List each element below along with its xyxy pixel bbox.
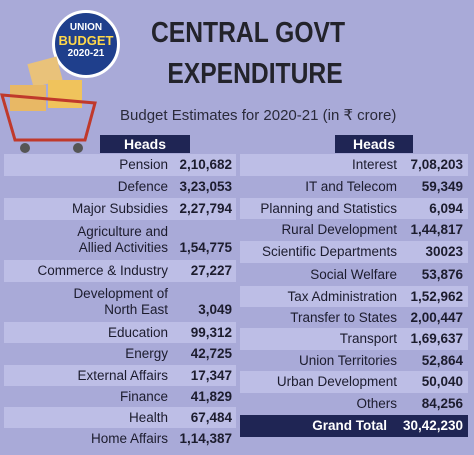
row-stripe bbox=[4, 407, 236, 428]
row-value: 84,256 bbox=[421, 396, 463, 411]
row-stripe bbox=[4, 322, 236, 343]
row-value: 52,864 bbox=[421, 352, 463, 368]
total-value: 30,42,230 bbox=[402, 418, 463, 433]
subtitle: Budget Estimates for 2020-21 (in ₹ crore… bbox=[120, 107, 397, 124]
row-value: 42,725 bbox=[190, 346, 232, 361]
row-label: Home Affairs bbox=[90, 431, 168, 446]
row-stripe bbox=[240, 328, 468, 350]
row-label: Health bbox=[128, 409, 168, 425]
row-label: Planning and Statistics bbox=[260, 200, 397, 216]
row-value: 50,040 bbox=[421, 374, 463, 389]
badge: UNION BUDGET 2020-21 bbox=[52, 10, 120, 78]
row-label: Social Welfare bbox=[310, 266, 397, 282]
row-label: Urban Development bbox=[276, 374, 397, 389]
column-heading: Heads bbox=[100, 135, 190, 153]
row-value: 2,00,447 bbox=[410, 309, 463, 325]
row-label: Union Territories bbox=[298, 352, 397, 368]
row-value: 30023 bbox=[425, 244, 463, 259]
row-stripe bbox=[240, 198, 468, 219]
row-label: External Affairs bbox=[77, 367, 168, 383]
row-stripe bbox=[240, 371, 468, 393]
row-label: Transport bbox=[339, 331, 397, 346]
row-label: Development of bbox=[73, 286, 168, 301]
row-value: 53,876 bbox=[421, 266, 463, 282]
row-stripe bbox=[240, 286, 468, 307]
badge-text: 2020-21 bbox=[67, 48, 105, 59]
row-label: Pension bbox=[119, 157, 168, 172]
row-label: North East bbox=[104, 302, 168, 317]
row-stripe bbox=[4, 198, 236, 220]
row-label: Commerce & Industry bbox=[37, 263, 168, 278]
row-stripe bbox=[240, 241, 468, 263]
row-label: Allied Activities bbox=[78, 240, 168, 255]
title: EXPENDITURE bbox=[167, 58, 343, 90]
row-value: 1,44,817 bbox=[410, 222, 463, 237]
row-stripe bbox=[4, 260, 236, 282]
row-stripe bbox=[4, 154, 236, 176]
column-heading: Heads bbox=[335, 135, 413, 153]
row-value: 6,094 bbox=[429, 200, 463, 216]
row-label: IT and Telecom bbox=[305, 179, 397, 194]
row-value: 41,829 bbox=[190, 388, 232, 404]
row-label: Transfer to States bbox=[290, 309, 397, 325]
row-label: Others bbox=[356, 396, 397, 411]
row-value: 7,08,203 bbox=[410, 157, 463, 172]
badge-text: BUDGET bbox=[58, 33, 114, 48]
row-label: Agriculture and bbox=[77, 224, 168, 239]
row-value: 27,227 bbox=[190, 263, 232, 278]
row-stripe bbox=[4, 365, 236, 386]
row-value: 1,69,637 bbox=[410, 331, 463, 346]
row-value: 1,54,775 bbox=[179, 240, 232, 255]
row-value: 3,23,053 bbox=[179, 179, 232, 194]
row-label: Tax Administration bbox=[287, 288, 397, 304]
row-value: 99,312 bbox=[190, 324, 232, 340]
row-value: 2,27,794 bbox=[179, 201, 232, 216]
row-value: 1,14,387 bbox=[179, 431, 232, 446]
cart-illustration bbox=[0, 56, 97, 153]
row-value: 67,484 bbox=[190, 409, 232, 425]
row-label: Energy bbox=[125, 346, 168, 361]
row-label: Rural Development bbox=[281, 222, 397, 237]
total-row bbox=[240, 415, 468, 437]
row-value: 1,52,962 bbox=[410, 288, 463, 304]
title: CENTRAL GOVT bbox=[150, 17, 346, 49]
row-label: Interest bbox=[351, 157, 397, 172]
row-label: Finance bbox=[119, 388, 168, 404]
row-value: 2,10,682 bbox=[179, 157, 232, 172]
total-label: Grand Total bbox=[312, 418, 387, 433]
row-value: 17,347 bbox=[190, 367, 232, 383]
row-stripe bbox=[240, 154, 468, 176]
row-label: Education bbox=[107, 324, 168, 340]
row-value: 59,349 bbox=[421, 179, 463, 194]
row-value: 3,049 bbox=[198, 302, 232, 317]
row-label: Major Subsidies bbox=[71, 201, 168, 216]
badge-text: UNION bbox=[69, 22, 103, 33]
row-label: Defence bbox=[117, 179, 168, 194]
row-label: Scientific Departments bbox=[261, 244, 397, 259]
